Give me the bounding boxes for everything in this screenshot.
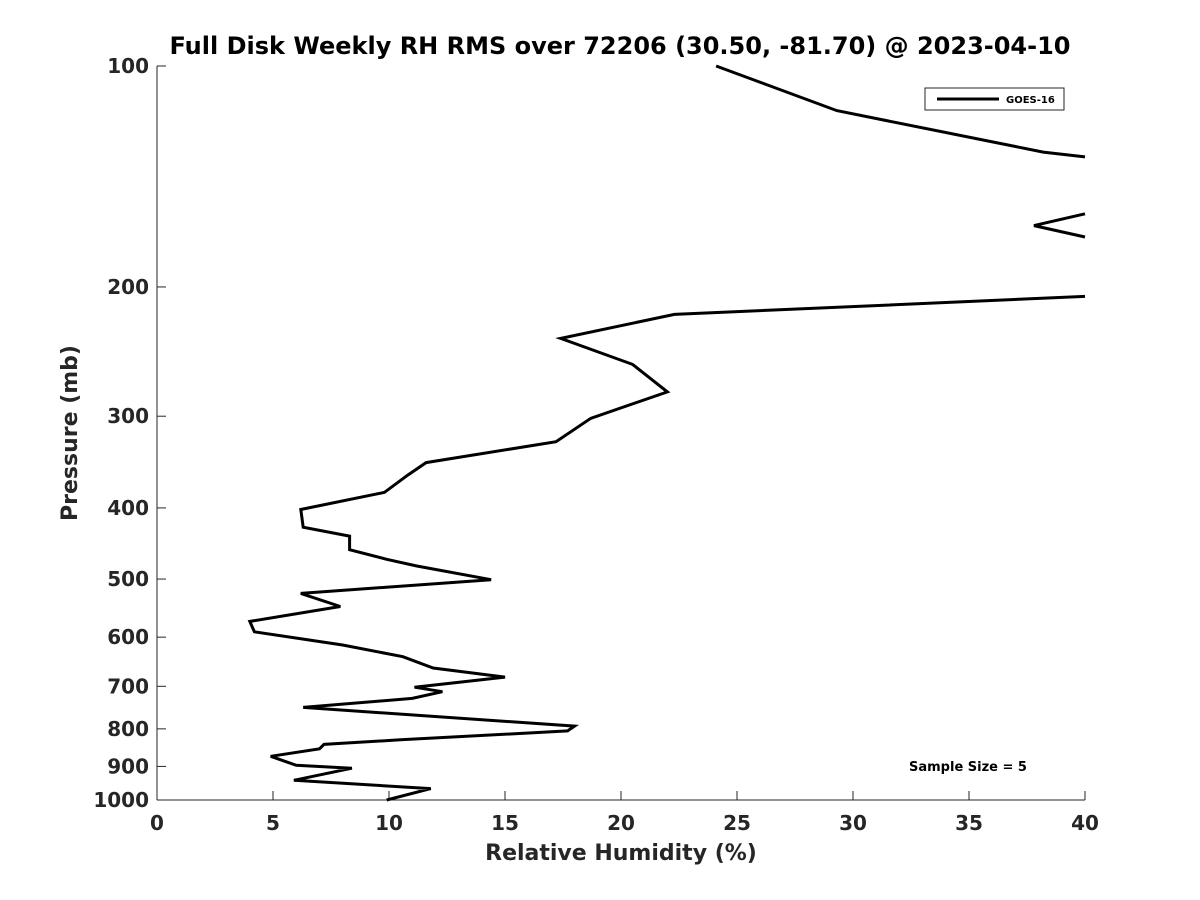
y-tick-label: 1000 (93, 788, 149, 812)
x-tick-label: 0 (150, 811, 164, 835)
x-axis-label: Relative Humidity (%) (485, 841, 757, 866)
sample-size-annotation: Sample Size = 5 (909, 760, 1027, 775)
y-tick-label: 400 (107, 496, 149, 520)
series-layer (247, 64, 1086, 802)
y-axis-label: Pressure (mb) (58, 345, 83, 521)
x-tick-label: 5 (266, 811, 280, 835)
legend: GOES-16 (924, 87, 1065, 111)
x-ticks: 0 5 10 15 20 25 30 35 40 (150, 791, 1099, 835)
y-tick-label: 100 (107, 54, 149, 78)
legend-label-goes-16: GOES-16 (1006, 95, 1055, 106)
x-tick-label: 40 (1071, 811, 1099, 835)
x-tick-label: 25 (723, 811, 751, 835)
x-tick-label: 30 (839, 811, 867, 835)
series-line-goes-16 (1033, 212, 1086, 239)
y-tick-label: 900 (107, 754, 149, 778)
y-tick-label: 700 (107, 674, 149, 698)
y-tick-label: 600 (107, 625, 149, 649)
y-tick-label: 800 (107, 717, 149, 741)
series-line-goes-16 (715, 64, 1086, 159)
chart-title: Full Disk Weekly RH RMS over 72206 (30.5… (169, 32, 1070, 60)
series-line-goes-16 (247, 294, 1086, 802)
x-tick-label: 20 (607, 811, 635, 835)
x-tick-label: 10 (375, 811, 403, 835)
x-tick-label: 15 (491, 811, 519, 835)
y-tick-label: 500 (107, 567, 149, 591)
y-tick-label: 200 (107, 275, 149, 299)
y-tick-label: 300 (107, 404, 149, 428)
y-ticks: 100 200 300 400 500 600 700 800 900 1000 (93, 54, 166, 812)
x-tick-label: 35 (955, 811, 983, 835)
